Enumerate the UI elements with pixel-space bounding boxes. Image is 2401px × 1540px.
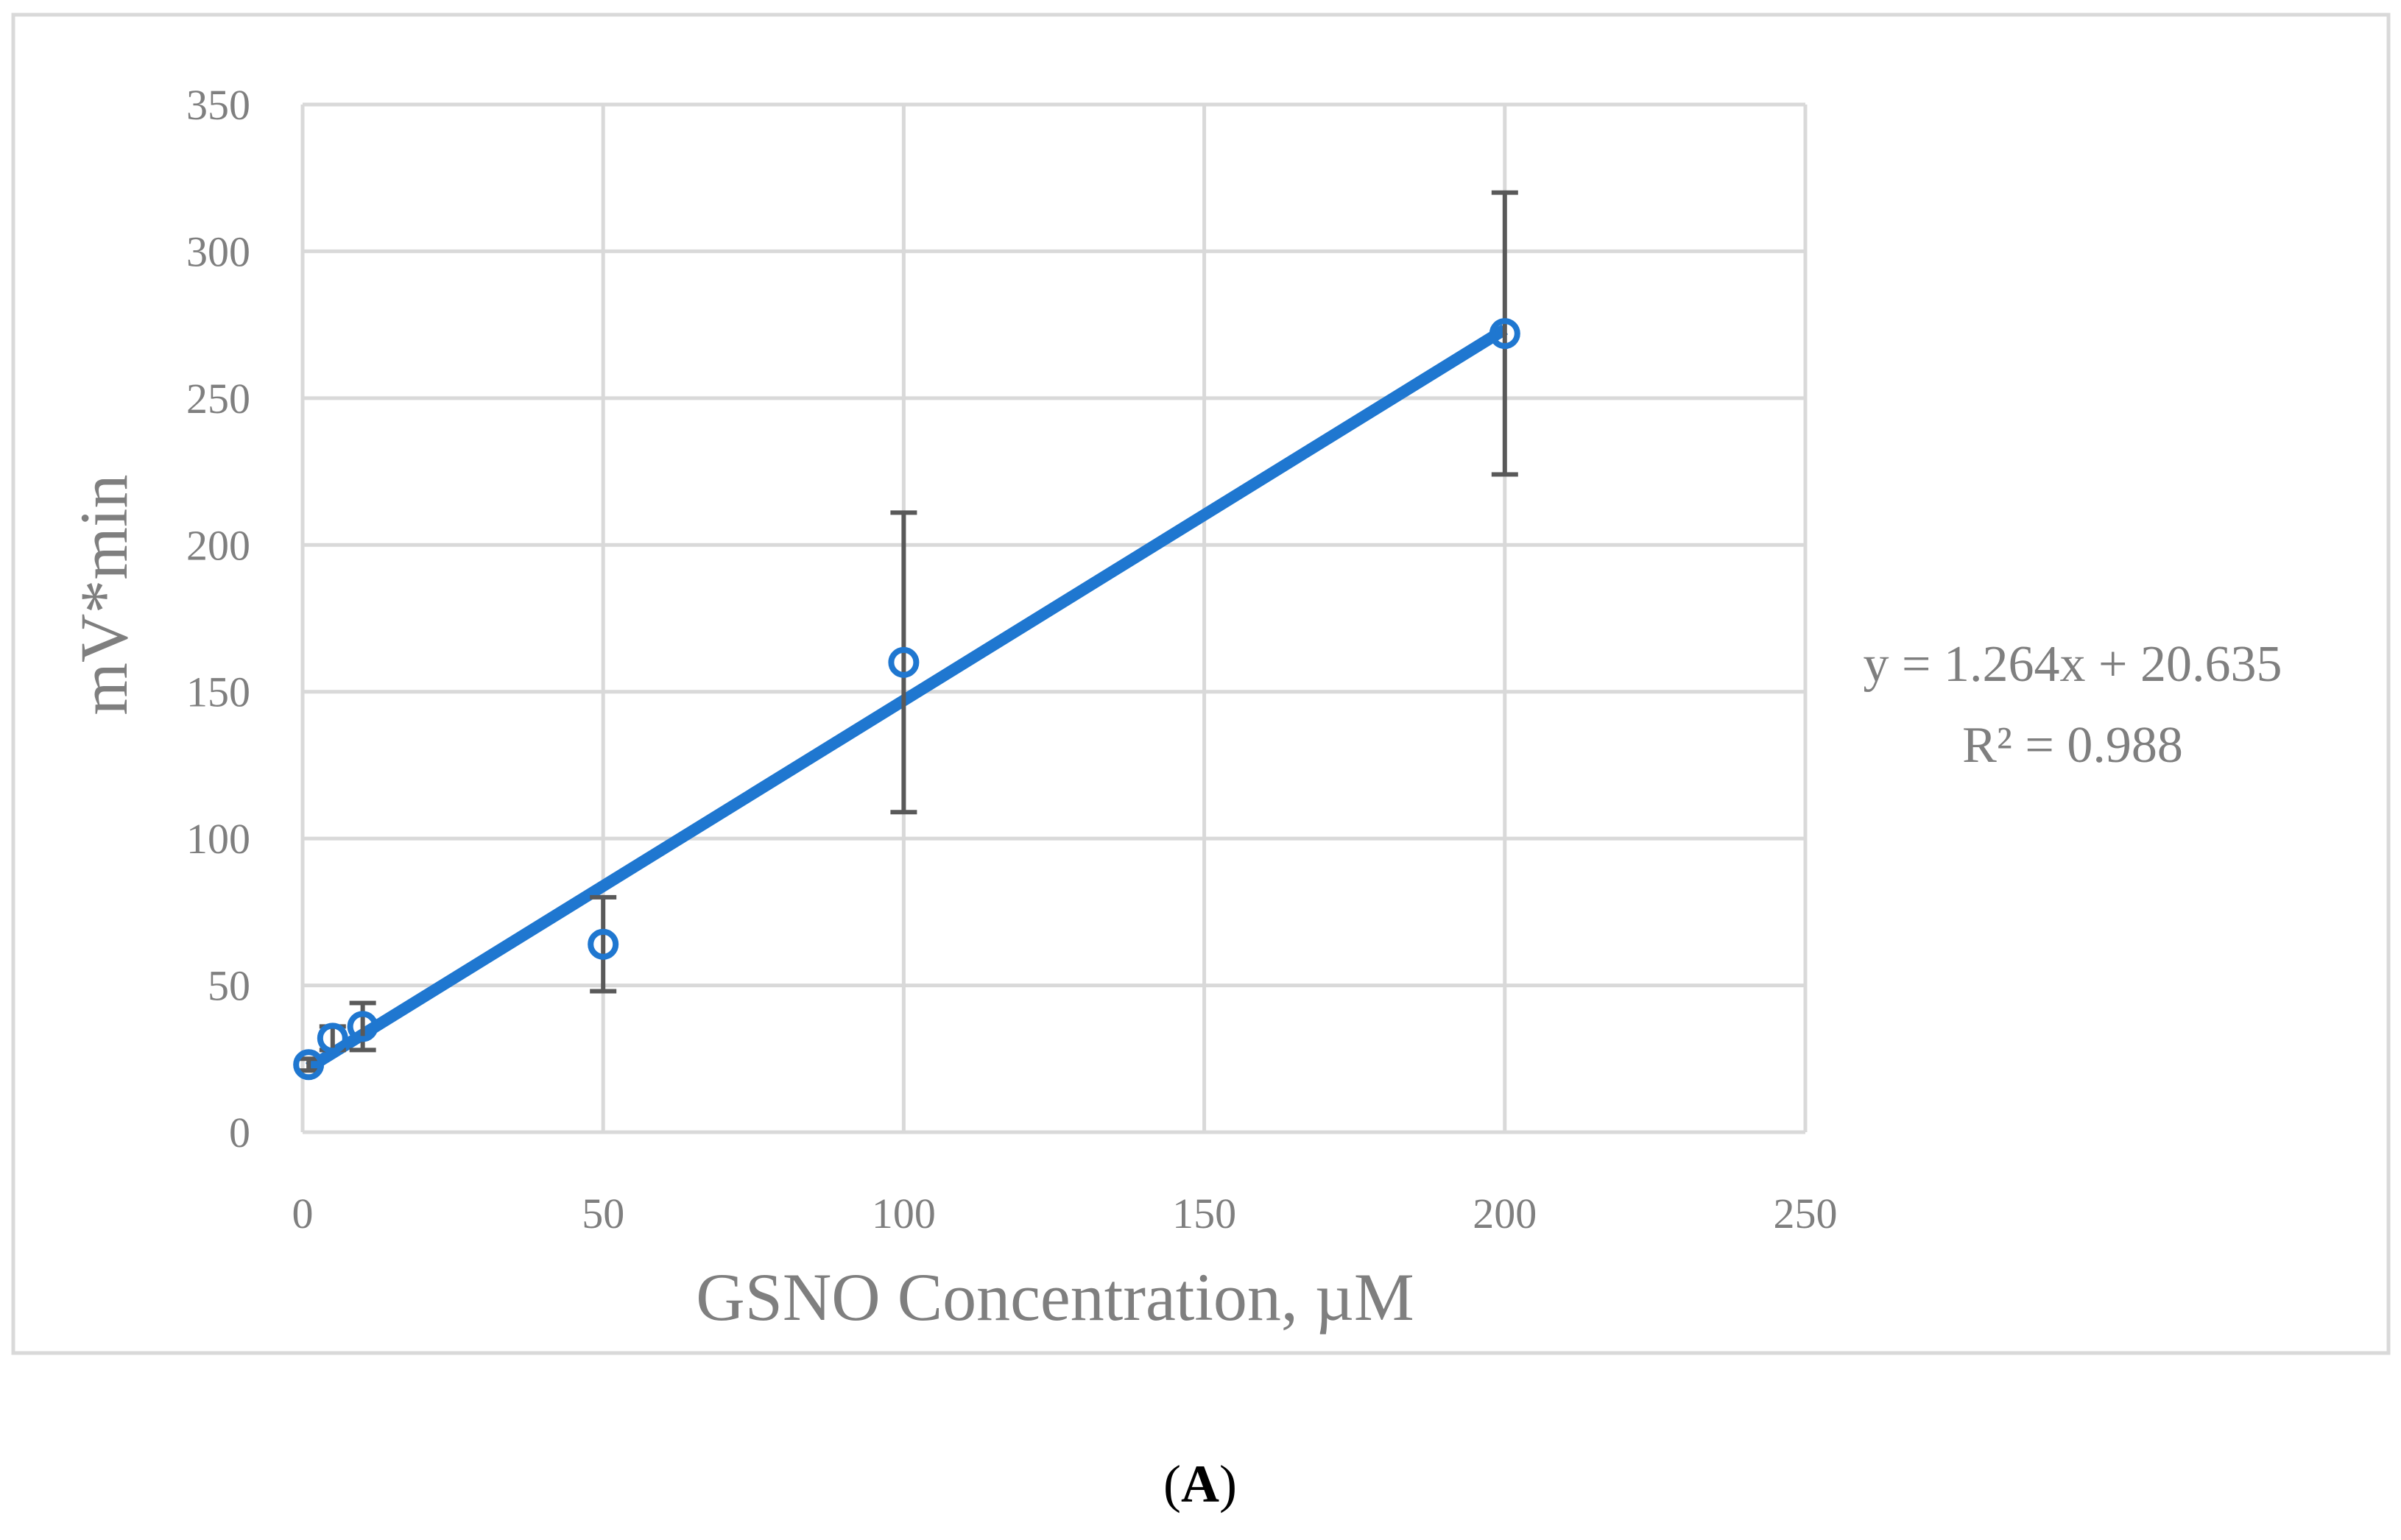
data-point	[317, 1022, 348, 1054]
trendline-group	[305, 324, 1509, 1073]
trendline-equation: y = 1.264x + 20.635	[1864, 636, 2282, 693]
y-tick-label: 200	[186, 521, 250, 569]
data-point	[588, 928, 619, 960]
panel-label: (A)	[1163, 1455, 1237, 1513]
data-point	[347, 1011, 378, 1042]
y-tick-label: 100	[186, 815, 250, 863]
y-tick-label: 0	[229, 1109, 250, 1156]
error-bar	[890, 510, 917, 815]
trendline	[305, 324, 1509, 1073]
data-points	[293, 318, 1520, 1081]
x-tick-label: 0	[292, 1190, 314, 1237]
panel-label-close: )	[1219, 1455, 1237, 1513]
error-bar	[1491, 190, 1518, 477]
x-tick-labels: 0 50 100 150 200 250	[292, 1190, 1838, 1237]
error-bar	[590, 894, 617, 994]
x-tick-label: 50	[582, 1190, 624, 1237]
y-axis-title: mV*min	[66, 474, 141, 715]
y-tick-label: 300	[186, 227, 250, 275]
data-point	[888, 646, 920, 678]
y-tick-labels: 0 50 100 150 200 250 300 350	[186, 81, 250, 1156]
y-tick-label: 150	[186, 668, 250, 716]
error-bars	[295, 190, 1518, 1073]
data-point	[1489, 318, 1520, 350]
panel-label-open: (	[1163, 1455, 1181, 1513]
x-tick-label: 150	[1172, 1190, 1236, 1237]
y-tick-label: 250	[186, 375, 250, 423]
y-tick-label: 50	[208, 962, 250, 1010]
grid	[300, 102, 1808, 1134]
panel-label-letter: A	[1181, 1455, 1219, 1513]
x-tick-label: 250	[1774, 1190, 1838, 1237]
x-axis-title: GSNO Concentration, µM	[696, 1260, 1414, 1335]
chart-frame	[11, 13, 2391, 1355]
x-tick-label: 100	[872, 1190, 936, 1237]
error-bar	[349, 1000, 376, 1053]
data-point	[293, 1049, 325, 1081]
x-tick-label: 200	[1473, 1190, 1537, 1237]
y-tick-label: 350	[186, 81, 250, 129]
trendline-r-squared: R² = 0.988	[1962, 717, 2183, 774]
